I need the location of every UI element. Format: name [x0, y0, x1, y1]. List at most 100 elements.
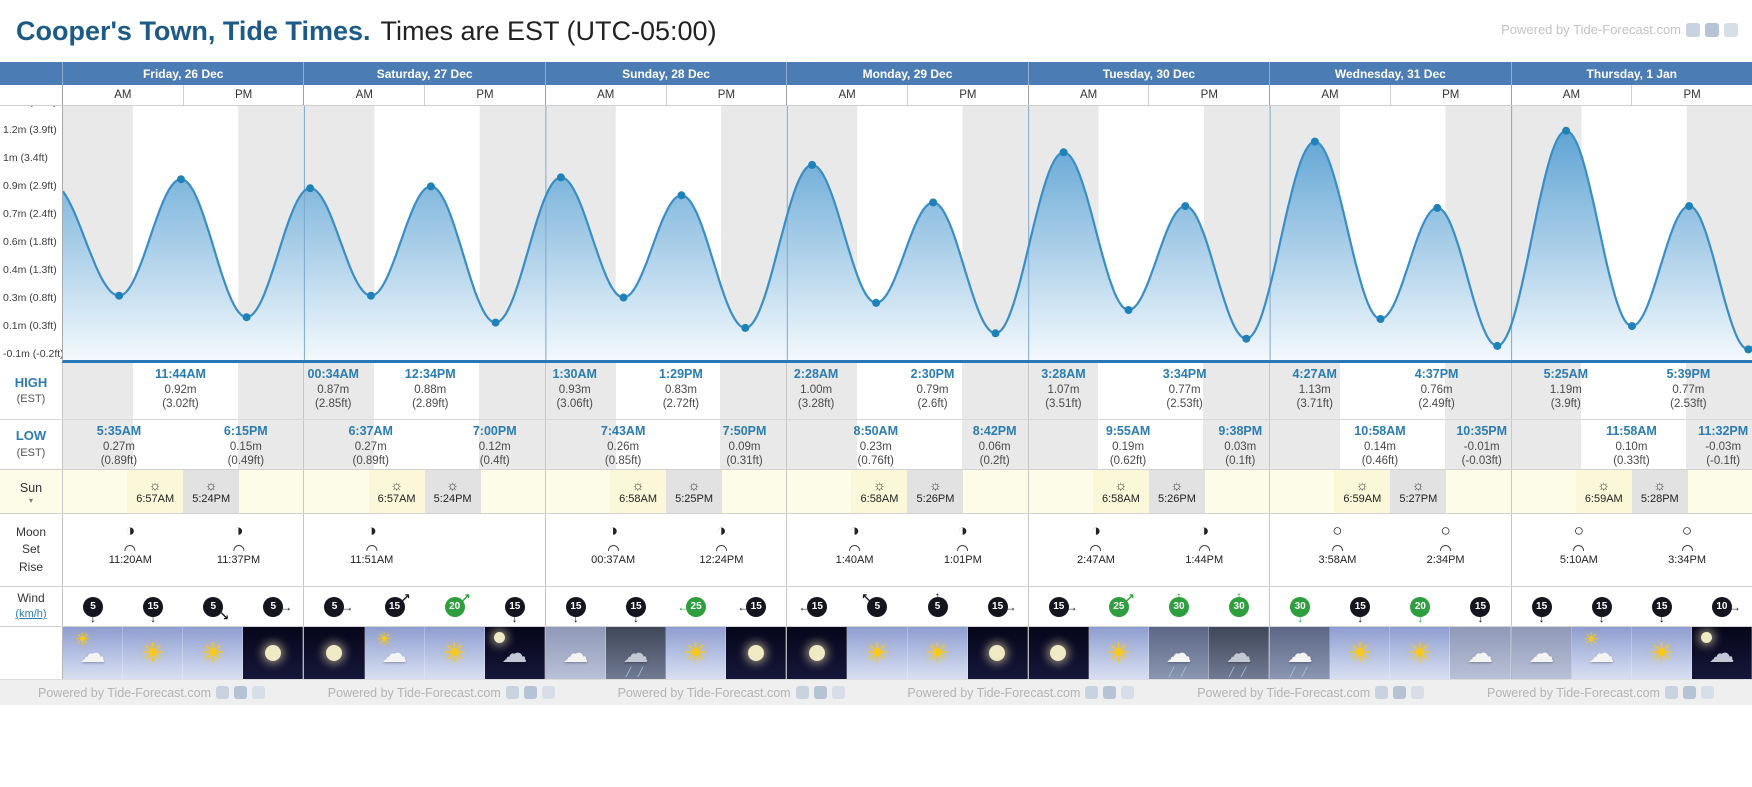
weather-day-cell: ☁ ☀ ☁ ☀ ☁: [1510, 627, 1752, 679]
moon-icon: [747, 645, 764, 661]
am-label: AM: [597, 89, 615, 101]
high-tide-entry: 5:39PM 0.77m (2.53ft): [1666, 367, 1710, 411]
tide-height-m: 0.19m: [1112, 440, 1145, 453]
corner-cell: [0, 62, 62, 85]
night-band: [237, 420, 304, 469]
social-icon[interactable]: [216, 686, 229, 699]
social-icon[interactable]: [1085, 686, 1099, 699]
weather-day-cell: ☀ ☁ ☀ ☁: [303, 627, 545, 679]
powered-by-link[interactable]: Powered by Tide-Forecast.com: [907, 686, 1135, 700]
am-pm-row: AM PM AM PM AM PM AM PM AM PM AM PM AM PM: [0, 85, 1752, 106]
wind-direction-arrow: →: [1728, 599, 1741, 614]
wind-row: Wind (km/h) 5 ↓ 15 ↓ 5 ↘ 5 → 5 → 15 ↗ 20 ↗ 15 ↓ 15 ↓ 15 ↓ 25…: [0, 586, 1752, 626]
high-tide-day-cell: 4:27AM 1.13m (3.71ft) 4:37PM 0.76m (2.49ft): [1269, 363, 1511, 419]
social-icon[interactable]: [1103, 686, 1117, 699]
social-icon[interactable]: [234, 686, 247, 699]
am-pm-corner-cell: [0, 85, 62, 105]
high-tide-entry: 1:29PM 0.83m (2.72ft): [659, 367, 703, 411]
moon-day-cell: ○ 3:58AM ○ 2:34PM: [1269, 514, 1511, 586]
wind-direction-arrow: →: [1065, 599, 1078, 614]
wind-badge: 5 →: [323, 596, 353, 618]
night-band: [1686, 363, 1752, 419]
social-icon[interactable]: [541, 686, 555, 699]
wind-direction-arrow: ↓: [1598, 610, 1605, 625]
moon-phase-icon: ◑: [233, 521, 244, 540]
wind-direction-arrow: ↓: [572, 610, 579, 625]
sun-icon: ☀: [683, 637, 708, 668]
social-icon[interactable]: [813, 686, 827, 699]
low-tide-entry: 10:35PM -0.01m (-0.03ft): [1456, 424, 1507, 468]
wind-speed: 15: [1350, 596, 1371, 617]
moon-day-cell: ○ 5:10AM ○ 3:34PM: [1510, 514, 1752, 586]
sun-day-cell: ☼ 6:59AM ☼ 5:27PM: [1269, 470, 1511, 513]
social-icon[interactable]: [1705, 22, 1719, 37]
cloud-icon: ☁: [381, 638, 408, 668]
wind-badge: 30 ↑: [1228, 590, 1250, 618]
am-label: AM: [114, 89, 132, 101]
social-icon[interactable]: [1393, 686, 1407, 699]
cloud-icon: ☁: [1588, 638, 1615, 668]
social-icon[interactable]: [1700, 686, 1714, 699]
wind-direction-arrow: ↓: [511, 610, 518, 625]
social-icon[interactable]: [505, 686, 519, 699]
tide-time: 11:44AM: [155, 367, 206, 381]
am-pm-cell: AM PM: [62, 85, 304, 105]
sunrise-icon: ☼: [390, 477, 404, 493]
chart-row: 1.3m (4.4ft) 1.2m (3.9ft) 1m (3.4ft) 0.9m (…: [0, 106, 1752, 363]
night-band: [1511, 363, 1582, 419]
wind-direction-arrow: →: [341, 599, 354, 614]
tide-height-m: 0.92m: [164, 383, 197, 396]
social-icon[interactable]: [831, 686, 845, 699]
wind-speed: 15: [1531, 596, 1552, 617]
wind-speed: 15: [565, 596, 586, 617]
high-tide-entry: 5:25AM 1.19m (3.9ft): [1544, 367, 1588, 411]
wind-speed: 15: [1591, 596, 1612, 617]
wind-badge: 10 →: [1711, 596, 1741, 618]
sunrise-cell: ☼ 6:58AM: [851, 470, 908, 513]
social-icon[interactable]: [1411, 686, 1425, 699]
social-icon[interactable]: [1664, 686, 1678, 699]
sun-toggle[interactable]: ▾: [28, 495, 33, 505]
sun-day-cell: ☼ 6:57AM ☼ 5:24PM: [62, 470, 304, 513]
night-band: [961, 420, 1028, 469]
social-icon[interactable]: [795, 686, 809, 699]
low-row-label: LOW (EST): [0, 420, 62, 469]
weather-tile-sunny: ☀: [907, 627, 968, 679]
social-icon[interactable]: [1686, 22, 1700, 37]
powered-by-link[interactable]: Powered by Tide-Forecast.com: [38, 686, 265, 700]
social-icon[interactable]: [1375, 686, 1389, 699]
sunrise-time: 6:58AM: [619, 493, 658, 505]
wind-direction-arrow: ↓: [1658, 610, 1665, 625]
social-icon[interactable]: [1682, 686, 1696, 699]
night-band: [1511, 420, 1582, 469]
moon-day-cell: ◑ 00:37AM ◑ 12:24PM: [544, 514, 787, 586]
tide-height-m: -0.03m: [1705, 440, 1742, 453]
sunrise-cell: ☼ 6:57AM: [368, 470, 425, 513]
moon-rise-icon: [1331, 545, 1343, 552]
weather-tile-sunny: ☀: [183, 627, 244, 679]
wind-badge: 5 ↖: [861, 592, 888, 618]
sunset-cell: ☼ 5:24PM: [424, 470, 481, 513]
wind-speed: 15: [143, 596, 164, 617]
wind-direction-arrow: ↓: [1357, 610, 1364, 625]
powered-by-link[interactable]: Powered by Tide-Forecast.com: [1487, 686, 1714, 700]
powered-by-link[interactable]: Powered by Tide-Forecast.com: [618, 686, 845, 700]
social-icon[interactable]: [1724, 22, 1738, 37]
moon-phase-icon: ◑: [366, 521, 377, 540]
wind-badge: 20 ↗: [444, 592, 471, 618]
social-icon[interactable]: [252, 686, 265, 699]
social-icon[interactable]: [1121, 686, 1135, 699]
pm-label: PM: [665, 85, 787, 105]
high-tide-entry: 3:28AM 1.07m (3.51ft): [1041, 367, 1085, 411]
powered-by-link[interactable]: Powered by Tide-Forecast.com: [1501, 22, 1738, 37]
moon-time: 11:51AM: [350, 554, 394, 567]
moon-time: 12:24PM: [699, 554, 744, 567]
wind-unit-link[interactable]: (km/h): [15, 608, 47, 621]
sun-day-cell: ☼ 6:57AM ☼ 5:24PM: [303, 470, 545, 513]
powered-by-link[interactable]: Powered by Tide-Forecast.com: [328, 686, 555, 700]
social-icon[interactable]: [523, 686, 537, 699]
powered-by-link[interactable]: Powered by Tide-Forecast.com: [1197, 686, 1425, 700]
sunrise-time: 6:57AM: [136, 493, 175, 505]
wind-badge: 20 ↓: [1409, 596, 1431, 624]
moon-set-icon: [366, 545, 378, 552]
